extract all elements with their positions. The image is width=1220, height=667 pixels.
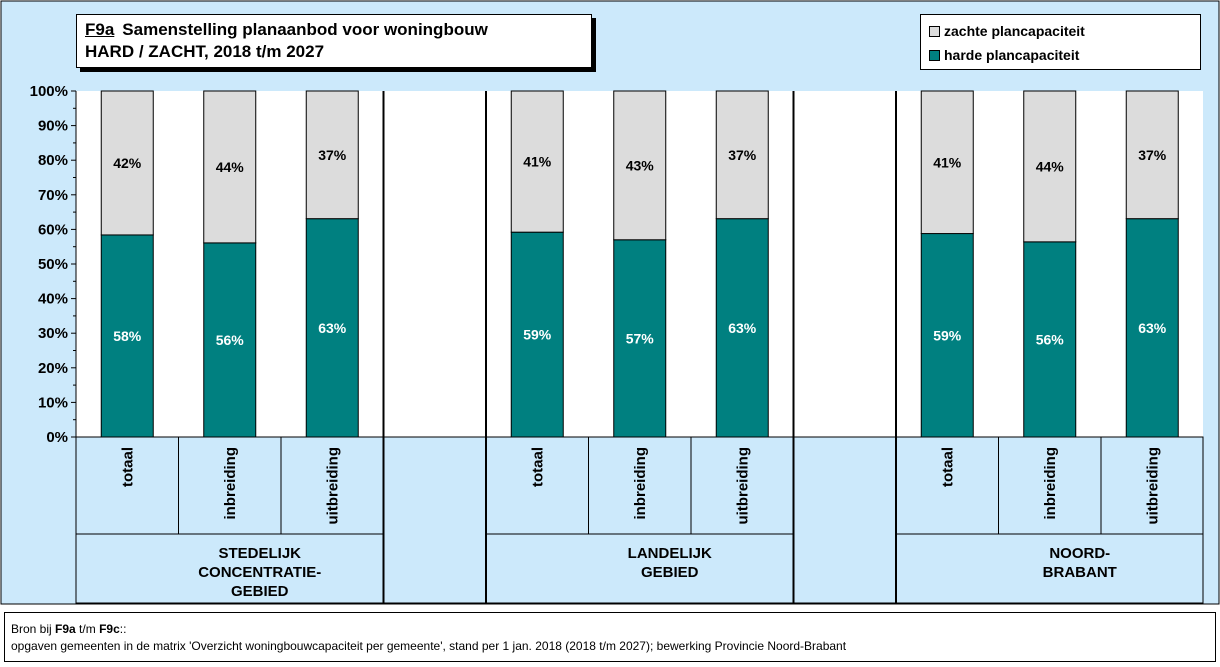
bar-label-hard: 59%: [933, 327, 962, 343]
bar-label-soft: 42%: [113, 155, 142, 171]
source-line1: Bron bij F9a t/m F9c::: [11, 621, 1209, 638]
bar-label-hard: 57%: [626, 330, 655, 346]
chart-title-line1: F9a Samenstelling planaanbod voor woningb…: [85, 19, 583, 41]
y-tick-label: 10%: [38, 394, 68, 411]
bar-soft: [613, 90, 667, 241]
group-label: STEDELIJK: [218, 545, 301, 562]
chart-title-text: Samenstelling planaanbod voor woningbouw: [122, 20, 488, 39]
bar-label-hard: 59%: [523, 327, 552, 343]
y-tick-label: 20%: [38, 360, 68, 377]
bar-label-soft: 37%: [1138, 147, 1167, 163]
y-tick-label: 30%: [38, 325, 68, 342]
group-label: CONCENTRATIE-: [198, 564, 321, 581]
bar-label-hard: 63%: [1138, 320, 1167, 336]
bar-soft: [305, 90, 359, 220]
x-category-label: totaal: [939, 447, 956, 487]
source-note: Bron bij F9a t/m F9c:: opgaven gemeenten…: [4, 612, 1216, 662]
group-label: GEBIED: [231, 583, 289, 600]
y-tick-label: 40%: [38, 291, 68, 308]
y-tick-label: 100%: [30, 83, 68, 100]
x-category-label: inbreiding: [1042, 447, 1059, 520]
bar-label-soft: 37%: [318, 147, 347, 163]
legend-label-soft: zachte plancapaciteit: [944, 23, 1085, 39]
x-category-label: totaal: [529, 447, 546, 487]
bar-label-hard: 56%: [216, 332, 245, 348]
bar-soft: [715, 90, 769, 220]
chart-title-box: F9a Samenstelling planaanbod voor woningb…: [76, 14, 592, 68]
bar-label-soft: 41%: [523, 154, 552, 170]
bar-soft: [100, 90, 154, 236]
group-label: BRABANT: [1043, 564, 1117, 581]
y-tick-label: 50%: [38, 256, 68, 273]
source-code-to: F9c: [99, 622, 120, 636]
bar-soft: [510, 90, 564, 233]
bar-soft: [1023, 90, 1077, 243]
bar-hard: [203, 242, 257, 438]
bar-label-soft: 37%: [728, 147, 757, 163]
x-category-label: uitbreiding: [324, 447, 341, 525]
bar-label-soft: 44%: [216, 159, 245, 175]
group-label: GEBIED: [641, 564, 699, 581]
legend-item-hard: harde plancapaciteit: [929, 43, 1192, 67]
bar-soft: [920, 90, 974, 235]
bar-label-soft: 41%: [933, 154, 962, 170]
legend-label-hard: harde plancapaciteit: [944, 47, 1080, 63]
source-code-from: F9a: [55, 622, 76, 636]
y-tick-label: 0%: [46, 429, 68, 446]
x-category-label: uitbreiding: [734, 447, 751, 525]
bar-label-hard: 63%: [318, 320, 347, 336]
bar-hard: [715, 218, 769, 438]
y-tick-label: 70%: [38, 187, 68, 204]
bar-hard: [613, 239, 667, 438]
x-category-label: uitbreiding: [1144, 447, 1161, 525]
chart-subtitle: HARD / ZACHT, 2018 t/m 2027: [85, 42, 325, 61]
legend-swatch-soft: [929, 25, 940, 37]
legend-item-soft: zachte plancapaciteit: [929, 19, 1192, 43]
bar-label-hard: 63%: [728, 320, 757, 336]
chart-svg: 0% 10% 20% 30% 40% 50% 60% 70% 80% 90% 100% 58% 42% t…: [0, 0, 1220, 605]
bar-label-soft: 43%: [626, 157, 655, 173]
group-label: LANDELIJK: [628, 545, 712, 562]
bar-label-soft: 44%: [1036, 158, 1065, 174]
source-suffix: ::: [119, 622, 127, 636]
bar-hard: [305, 218, 359, 438]
bar-soft: [1125, 90, 1179, 220]
bar-label-hard: 58%: [113, 328, 142, 344]
bar-label-hard: 56%: [1036, 331, 1065, 347]
bar-hard: [510, 231, 564, 438]
y-tick-label: 90%: [38, 118, 68, 135]
chart-title-code: F9a: [85, 20, 115, 39]
bar-hard: [920, 233, 974, 438]
source-middle: t/m: [75, 622, 100, 636]
y-tick-label: 60%: [38, 221, 68, 238]
group-label: NOORD-: [1049, 545, 1110, 562]
source-prefix: Bron bij: [11, 622, 56, 636]
legend: zachte plancapaciteit harde plancapacite…: [920, 14, 1201, 70]
bar-soft: [203, 90, 257, 244]
x-category-label: inbreiding: [222, 447, 239, 520]
x-category-label: inbreiding: [632, 447, 649, 520]
y-tick-label: 80%: [38, 152, 68, 169]
legend-swatch-hard: [929, 49, 940, 61]
x-category-label: totaal: [119, 447, 136, 487]
source-line2: opgaven gemeenten in de matrix 'Overzich…: [11, 639, 847, 653]
